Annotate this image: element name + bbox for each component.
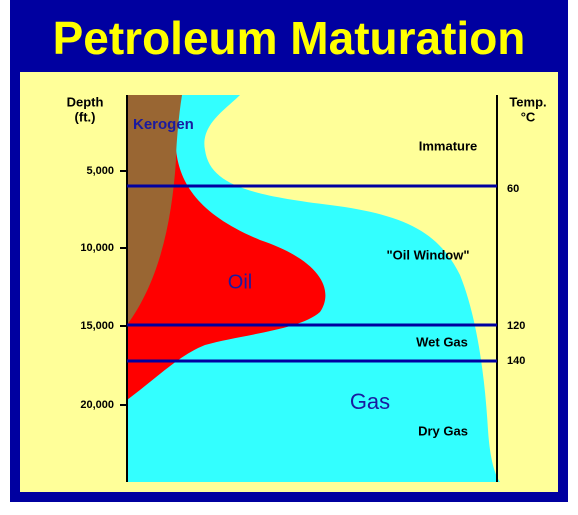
temp-label: Temp. (509, 94, 546, 109)
depth-tick-label: 20,000 (80, 399, 114, 411)
zone-label: Dry Gas (418, 423, 468, 438)
temp-tick-label: 120 (507, 320, 525, 332)
depth-label: (ft.) (75, 109, 96, 124)
kerogen-label: Kerogen (133, 116, 194, 133)
temp-tick-label: 140 (507, 355, 525, 367)
zone-label: Wet Gas (416, 334, 468, 349)
temp-label: °C (521, 109, 536, 124)
title: Petroleum Maturation (53, 12, 526, 64)
depth-ticks (120, 170, 127, 406)
depth-tick-label: 15,000 (80, 320, 114, 332)
depth-tick-label: 10,000 (80, 242, 114, 254)
oil-label: Oil (228, 271, 252, 293)
depth-label: Depth (67, 94, 104, 109)
kerogen-region (127, 95, 182, 325)
temp-tick-label: 60 (507, 183, 519, 195)
zone-label: Immature (419, 138, 478, 153)
depth-tick-label: 5,000 (86, 165, 114, 177)
zone-label: "Oil Window" (387, 247, 470, 262)
gas-label: Gas (350, 389, 390, 414)
oil-region (127, 150, 326, 400)
